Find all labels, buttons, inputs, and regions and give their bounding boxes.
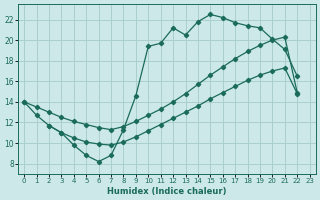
X-axis label: Humidex (Indice chaleur): Humidex (Indice chaleur) [107, 187, 227, 196]
